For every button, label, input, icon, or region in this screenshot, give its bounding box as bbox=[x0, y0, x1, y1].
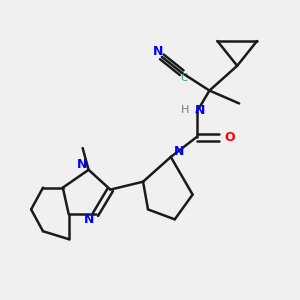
Text: C: C bbox=[180, 73, 188, 83]
Text: O: O bbox=[224, 130, 235, 144]
Text: N: N bbox=[76, 158, 87, 171]
Text: N: N bbox=[83, 213, 94, 226]
Text: N: N bbox=[195, 104, 206, 117]
Text: N: N bbox=[173, 146, 184, 158]
Text: N: N bbox=[153, 45, 163, 58]
Text: H: H bbox=[181, 105, 189, 116]
